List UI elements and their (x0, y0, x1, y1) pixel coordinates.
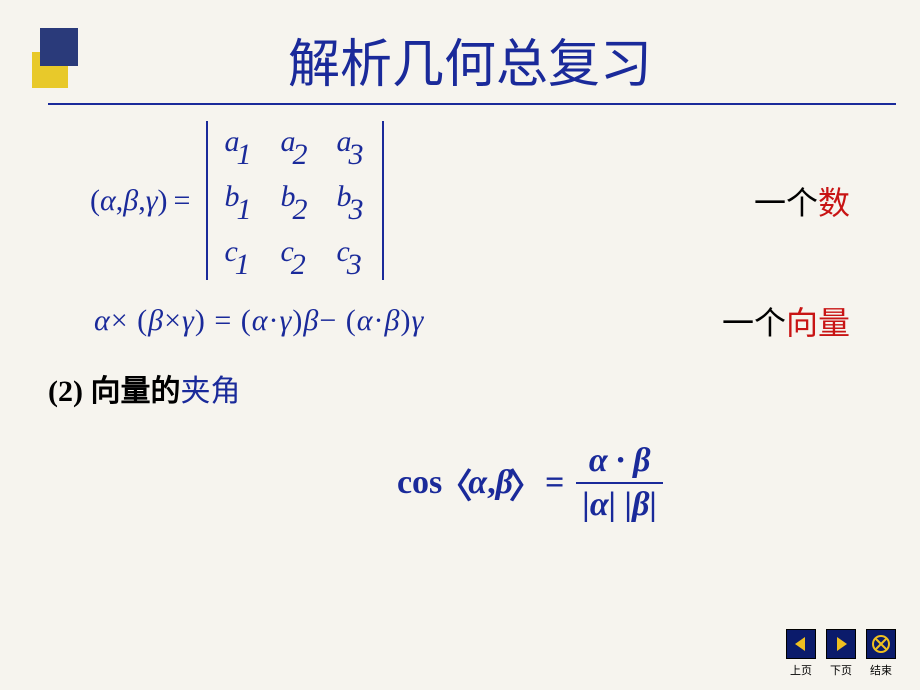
triple-product-math: (α, β, γ) = a1a2a3 b1b2b3 c1c2c3 (90, 117, 394, 284)
prev-icon (786, 629, 816, 659)
triple-product-row: (α, β, γ) = a1a2a3 b1b2b3 c1c2c3 一个数 (70, 117, 870, 284)
prev-label: 上页 (784, 662, 818, 678)
page-title: 解析几何总复习 (20, 22, 920, 97)
content-area: (α, β, γ) = a1a2a3 b1b2b3 c1c2c3 一个数 (0, 105, 920, 526)
end-label: 结束 (864, 662, 898, 678)
cross-identity-row: α × (β × γ) = (α · γ) β − (α · β) γ 一个向量 (70, 298, 870, 344)
determinant-grid: a1a2a3 b1b2b3 c1c2c3 (212, 117, 378, 284)
cross-identity-math: α × (β × γ) = (α · γ) β − (α · β) γ (94, 304, 424, 338)
slide: 解析几何总复习 (α, β, γ) = a1a2a3 b1b2b3 c1c2c3 (0, 0, 920, 690)
cos-formula: cos〈α,β〉 = α · β |α| |β| (397, 440, 663, 526)
prev-button[interactable]: 上页 (784, 629, 818, 678)
angle-formula-row: cos〈α,β〉 = α · β |α| |β| (70, 440, 870, 526)
next-icon (826, 629, 856, 659)
annotation-vector: 一个向量 (722, 298, 870, 344)
close-icon (866, 629, 896, 659)
nav-bar: 上页 下页 结束 (784, 629, 898, 678)
title-bullet-icon (32, 28, 88, 84)
next-label: 下页 (824, 662, 858, 678)
section-2-heading: (2) 向量的夹角 (48, 366, 870, 410)
end-button[interactable]: 结束 (864, 629, 898, 678)
next-button[interactable]: 下页 (824, 629, 858, 678)
title-area: 解析几何总复习 (0, 0, 920, 105)
determinant: a1a2a3 b1b2b3 c1c2c3 (202, 117, 388, 284)
fraction: α · β |α| |β| (576, 440, 663, 526)
annotation-scalar: 一个数 (754, 178, 870, 224)
